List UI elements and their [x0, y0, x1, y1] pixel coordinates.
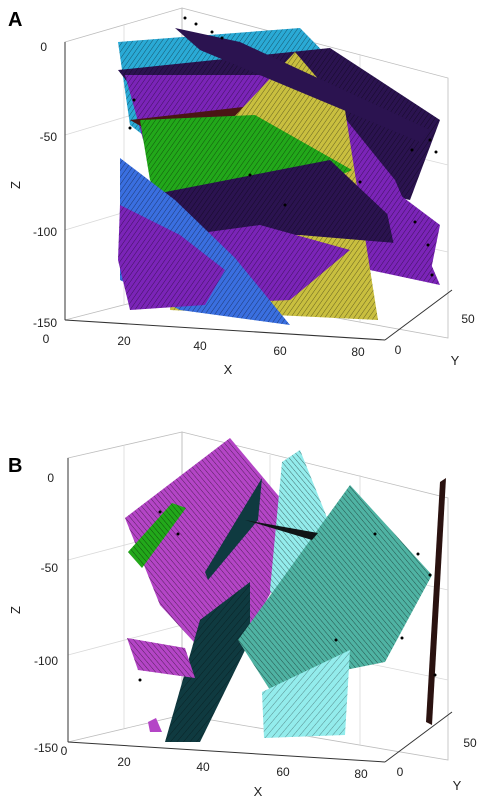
- panel-b-surfaces: [125, 438, 446, 742]
- z-tick: -150: [33, 316, 57, 330]
- y-tick: 50: [463, 736, 477, 750]
- x-tick: 60: [276, 765, 290, 779]
- panel-a-plot: A 0 -50 -100 -150 Z 0 20 40 60 80 X 0 50…: [8, 7, 475, 377]
- y-axis-label: Y: [451, 353, 460, 368]
- y-tick: 0: [395, 343, 402, 357]
- z-tick: -50: [40, 130, 58, 144]
- z-axis-label: Z: [8, 181, 23, 189]
- z-tick: 0: [47, 471, 54, 485]
- z-axis-label: Z: [8, 606, 23, 614]
- x-tick: 40: [193, 339, 207, 353]
- z-tick: 0: [40, 40, 47, 54]
- panel-b-points: [138, 510, 437, 682]
- panel-b-plot: B 0 -50 -100 -150 Z 0 20 40 60 80 X 0 50…: [8, 431, 477, 799]
- z-tick: -150: [34, 741, 58, 755]
- panel-b-letter: B: [8, 455, 22, 477]
- panel-b: B 0 -50 -100 -150 Z 0 20 40 60 80 X 0 50…: [0, 400, 498, 800]
- y-axis-label: Y: [453, 778, 462, 793]
- x-tick: 40: [196, 760, 210, 774]
- surface-dark-sliver: [245, 520, 318, 540]
- x-tick: 60: [273, 344, 287, 358]
- z-tick: -100: [33, 225, 57, 239]
- panel-a-letter: A: [8, 9, 22, 31]
- panel-a-points: [128, 16, 438, 277]
- surface-magenta-tiny: [148, 718, 162, 732]
- x-axis-label: X: [224, 362, 233, 377]
- y-tick: 50: [461, 312, 475, 326]
- x-tick: 80: [351, 345, 365, 359]
- x-tick: 20: [117, 334, 131, 348]
- surface-dark-teal-upper: [205, 478, 262, 580]
- y-tick: 0: [397, 765, 404, 779]
- z-tick: -50: [41, 561, 59, 575]
- x-tick: 80: [354, 767, 368, 781]
- x-tick: 20: [117, 755, 131, 769]
- panel-a: A 0 -50 -100 -150 Z 0 20 40 60 80 X 0 50…: [0, 0, 498, 392]
- x-tick: 0: [61, 744, 68, 758]
- panel-a-axes: [64, 42, 453, 341]
- x-axis-label: X: [254, 784, 263, 799]
- x-tick: 0: [43, 332, 50, 346]
- surface-dark-sliver: [175, 28, 430, 142]
- z-tick: -100: [34, 654, 58, 668]
- surface-dark-brown: [426, 478, 446, 725]
- panel-b-axes: [67, 458, 453, 763]
- panel-a-surfaces: [118, 28, 440, 325]
